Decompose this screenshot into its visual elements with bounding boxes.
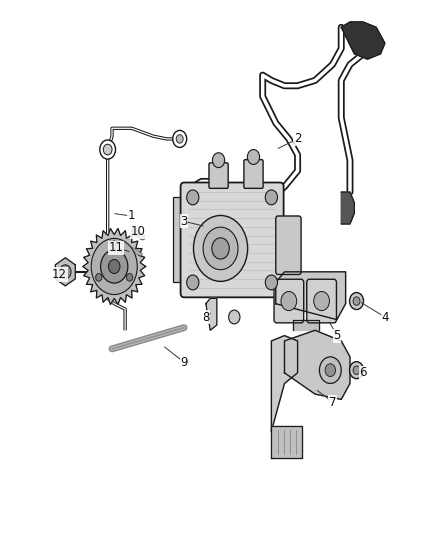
Circle shape [194, 215, 247, 281]
Bar [173, 197, 185, 282]
Text: 2: 2 [294, 132, 301, 146]
Polygon shape [272, 426, 302, 458]
Circle shape [319, 357, 341, 383]
Circle shape [314, 292, 329, 311]
Polygon shape [341, 22, 385, 59]
Text: 3: 3 [180, 215, 188, 228]
Circle shape [203, 227, 238, 270]
Polygon shape [276, 272, 346, 320]
Text: 11: 11 [109, 241, 124, 254]
Circle shape [173, 131, 187, 148]
Circle shape [265, 275, 278, 290]
Circle shape [60, 265, 71, 279]
Circle shape [127, 273, 133, 281]
Circle shape [212, 153, 225, 167]
Circle shape [350, 362, 364, 378]
Circle shape [281, 292, 297, 311]
FancyBboxPatch shape [244, 160, 263, 188]
Circle shape [265, 190, 278, 205]
Polygon shape [272, 336, 297, 431]
Polygon shape [55, 258, 75, 286]
Circle shape [109, 260, 120, 273]
Circle shape [95, 273, 102, 281]
Text: 5: 5 [333, 329, 341, 342]
Text: 7: 7 [329, 395, 336, 409]
Polygon shape [293, 320, 319, 330]
Circle shape [187, 190, 199, 205]
Circle shape [103, 144, 112, 155]
Circle shape [100, 140, 116, 159]
Text: 8: 8 [202, 311, 210, 324]
Polygon shape [341, 192, 354, 224]
Text: 9: 9 [180, 356, 188, 369]
Text: 6: 6 [359, 366, 367, 379]
Text: 12: 12 [52, 268, 67, 281]
Polygon shape [206, 298, 217, 330]
Circle shape [176, 135, 183, 143]
FancyBboxPatch shape [274, 279, 304, 323]
Polygon shape [83, 229, 146, 304]
Circle shape [212, 238, 230, 259]
Polygon shape [285, 330, 350, 399]
Circle shape [91, 238, 137, 295]
Circle shape [247, 150, 260, 165]
FancyBboxPatch shape [180, 182, 284, 297]
Text: 4: 4 [381, 311, 389, 324]
Circle shape [187, 275, 199, 290]
Circle shape [350, 293, 364, 310]
FancyBboxPatch shape [276, 216, 301, 274]
FancyBboxPatch shape [209, 163, 228, 188]
Text: 1: 1 [128, 209, 135, 222]
Circle shape [353, 297, 360, 305]
Circle shape [229, 310, 240, 324]
Circle shape [101, 250, 128, 283]
Circle shape [325, 364, 336, 376]
FancyBboxPatch shape [307, 279, 336, 323]
Circle shape [111, 241, 117, 248]
Text: 10: 10 [131, 225, 146, 238]
Circle shape [353, 366, 360, 374]
